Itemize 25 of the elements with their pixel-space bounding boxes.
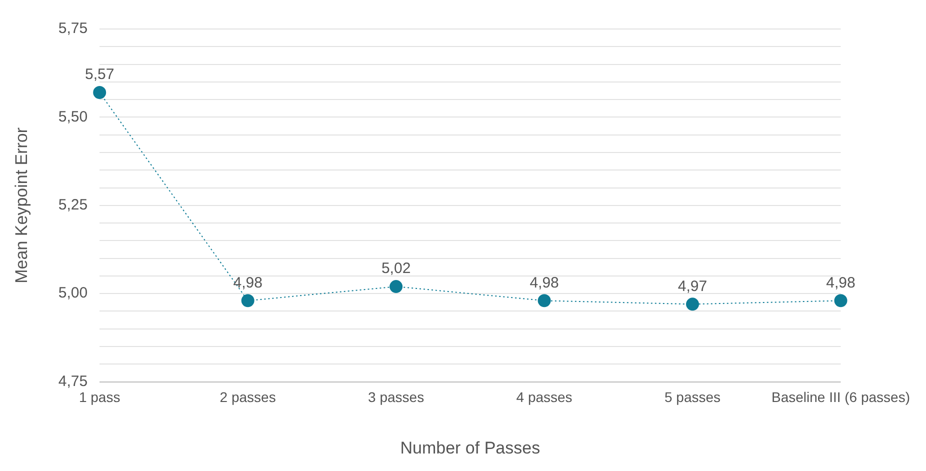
data-label: 4,98: [233, 274, 262, 292]
y-tick-label: 5,00: [58, 284, 88, 302]
data-label: 4,98: [826, 274, 856, 292]
point: [241, 294, 254, 308]
point: [686, 298, 700, 311]
x-tick-label: 2 passes: [220, 389, 276, 406]
y-tick-label: 5,25: [58, 196, 88, 214]
x-tick-label: 3 passes: [368, 389, 424, 406]
x-tick-label: Baseline III (6 passes): [771, 389, 910, 406]
point: [390, 280, 403, 294]
y-tick-label: 5,50: [58, 108, 88, 126]
x-tick-label: 1 pass: [78, 389, 120, 406]
y-tick-label: 4,75: [58, 372, 88, 390]
x-tick-label: 4 passes: [516, 389, 572, 406]
point: [834, 294, 848, 308]
data-label: 5,02: [381, 260, 411, 278]
data-label: 5,57: [84, 66, 114, 84]
x-tick-label: 5 passes: [664, 389, 721, 406]
y-axis-title: Mean Keypoint Error: [12, 127, 31, 284]
data-label: 4,98: [530, 274, 559, 292]
point: [538, 294, 551, 308]
point: [93, 86, 106, 100]
data-label: 4,97: [678, 278, 708, 295]
x-axis-title: Number of Passes: [400, 438, 540, 458]
y-tick-label: 5,75: [58, 20, 88, 38]
